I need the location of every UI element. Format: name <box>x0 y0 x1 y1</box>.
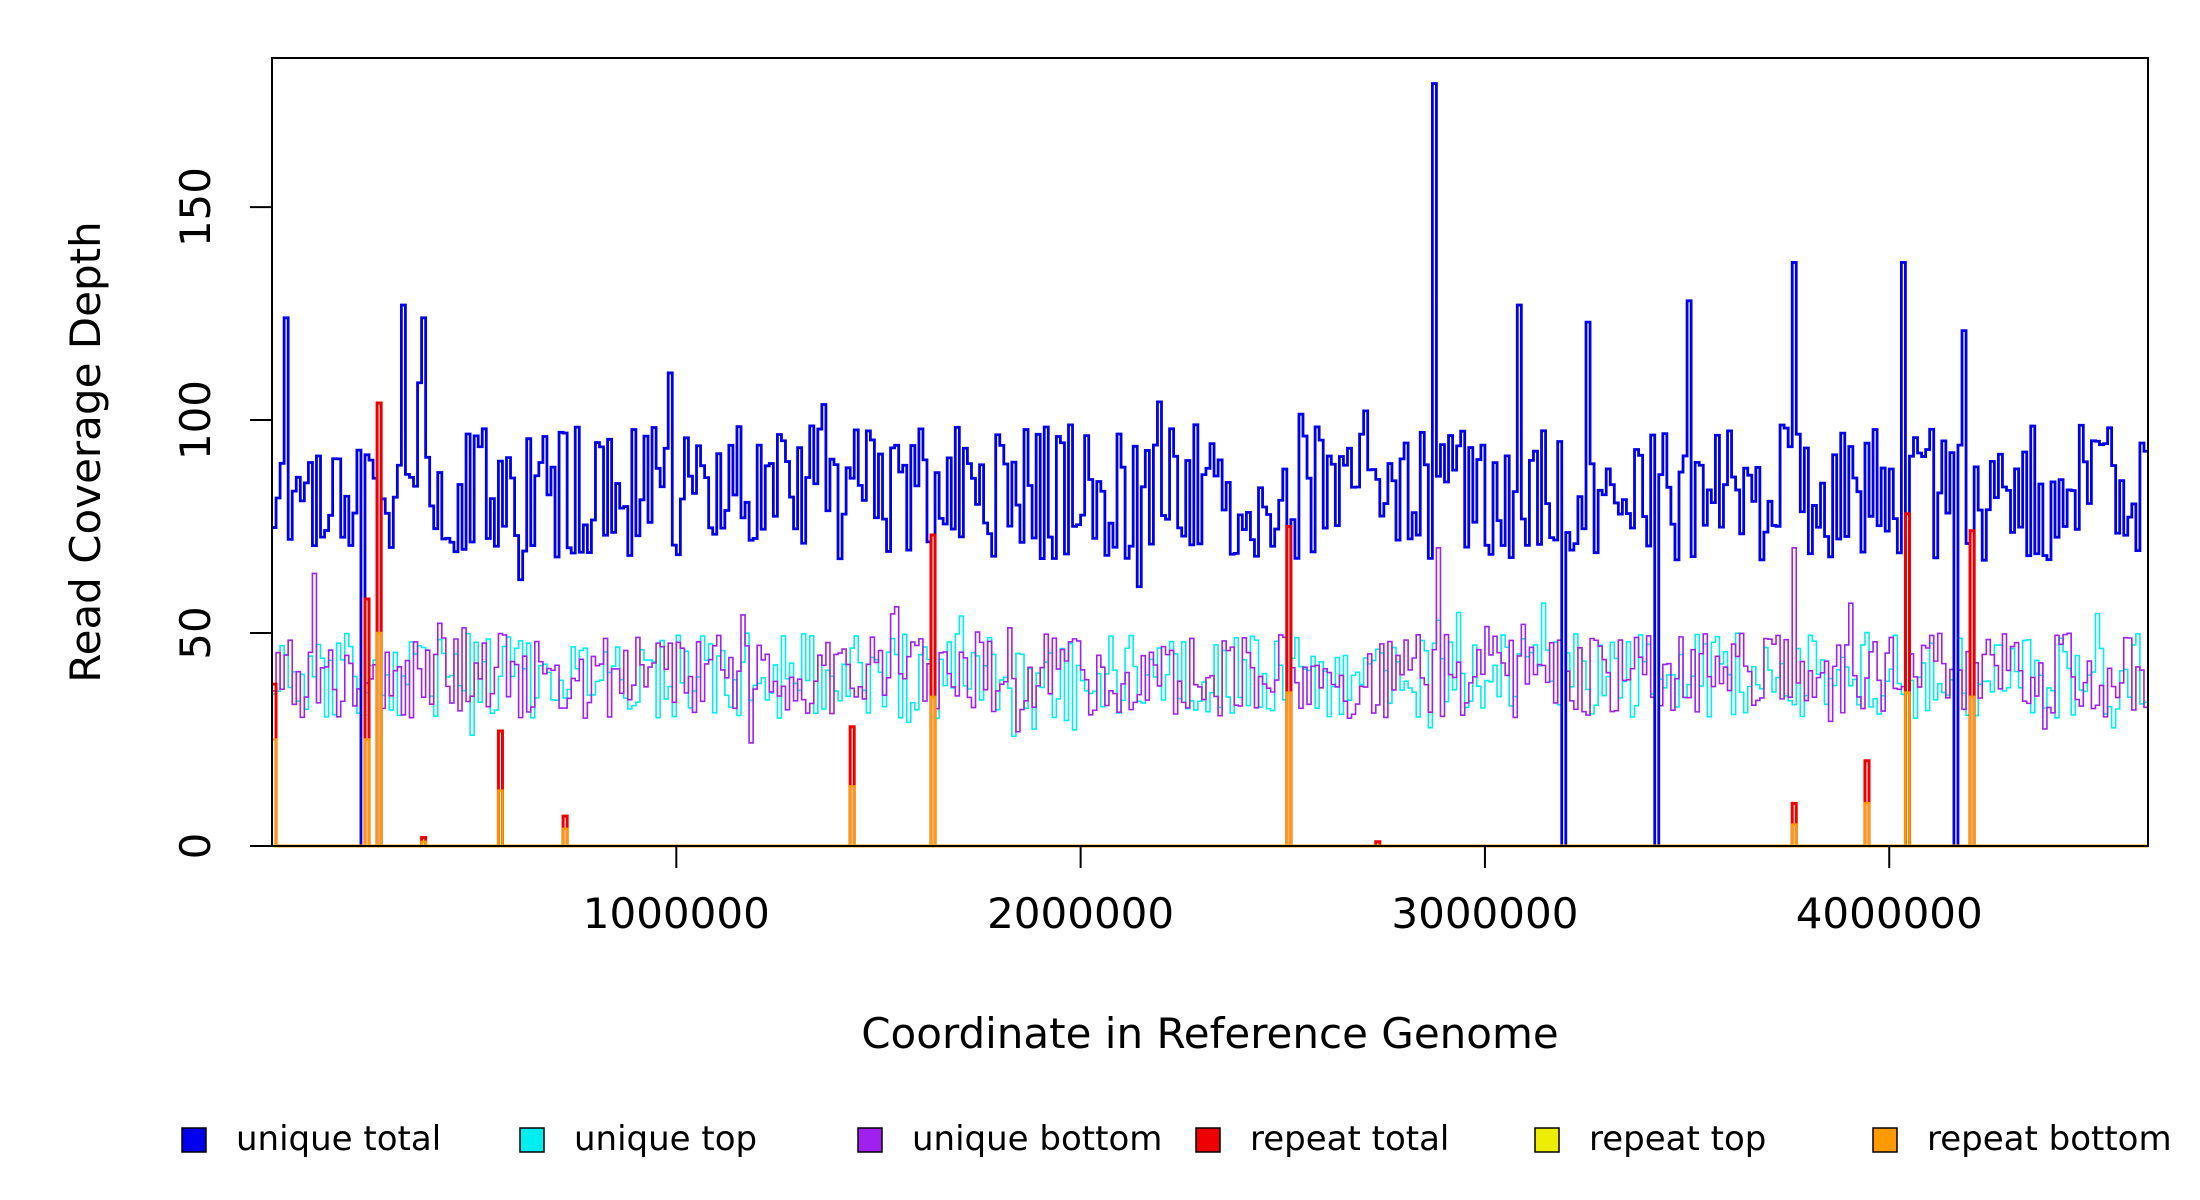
legend-swatch <box>1534 1127 1560 1153</box>
legend-label: unique total <box>236 1119 441 1159</box>
legend-label: repeat top <box>1589 1119 1766 1159</box>
y-tick-label: 50 <box>171 606 220 659</box>
legend-item-repeat-bottom: repeat bottom <box>1872 1119 2172 1159</box>
legend-swatch <box>519 1127 545 1153</box>
plot-area <box>272 82 2148 848</box>
legend: unique total unique top unique bottom repea… <box>181 1119 2172 1159</box>
legend-label: repeat bottom <box>1927 1119 2172 1159</box>
y-tick-label: 0 <box>171 833 220 860</box>
legend-swatch <box>1195 1127 1221 1153</box>
y-tick-label: 150 <box>171 167 220 247</box>
series-line-unique-total <box>272 82 2148 848</box>
legend-item-unique-bottom: unique bottom <box>857 1119 1162 1159</box>
legend-item-repeat-total: repeat total <box>1195 1119 1449 1159</box>
legend-item-unique-total: unique total <box>181 1119 441 1159</box>
legend-item-repeat-top: repeat top <box>1534 1119 1766 1159</box>
y-axis-label: Read Coverage Depth <box>61 221 110 682</box>
legend-item-unique-top: unique top <box>519 1119 757 1159</box>
x-tick-label: 4000000 <box>1796 889 1983 938</box>
legend-swatch <box>1872 1127 1898 1153</box>
axes: 1000000 2000000 3000000 4000000 0 50 100 150 <box>171 167 1983 938</box>
plot-frame <box>271 57 2149 847</box>
legend-swatch <box>857 1127 883 1153</box>
legend-label: repeat total <box>1250 1119 1449 1159</box>
x-tick-label: 3000000 <box>1391 889 1578 938</box>
x-axis-label: Coordinate in Reference Genome <box>861 1009 1559 1058</box>
x-tick-label: 2000000 <box>987 889 1174 938</box>
legend-swatch <box>181 1127 207 1153</box>
series-line-unique-top <box>272 602 2148 847</box>
x-tick-label: 1000000 <box>583 889 770 938</box>
y-tick-label: 100 <box>171 380 220 460</box>
legend-label: unique top <box>574 1119 757 1159</box>
legend-label: unique bottom <box>912 1119 1162 1159</box>
series-line-repeat-bottom <box>272 631 2148 848</box>
series-line-unique-bottom <box>272 547 2148 847</box>
